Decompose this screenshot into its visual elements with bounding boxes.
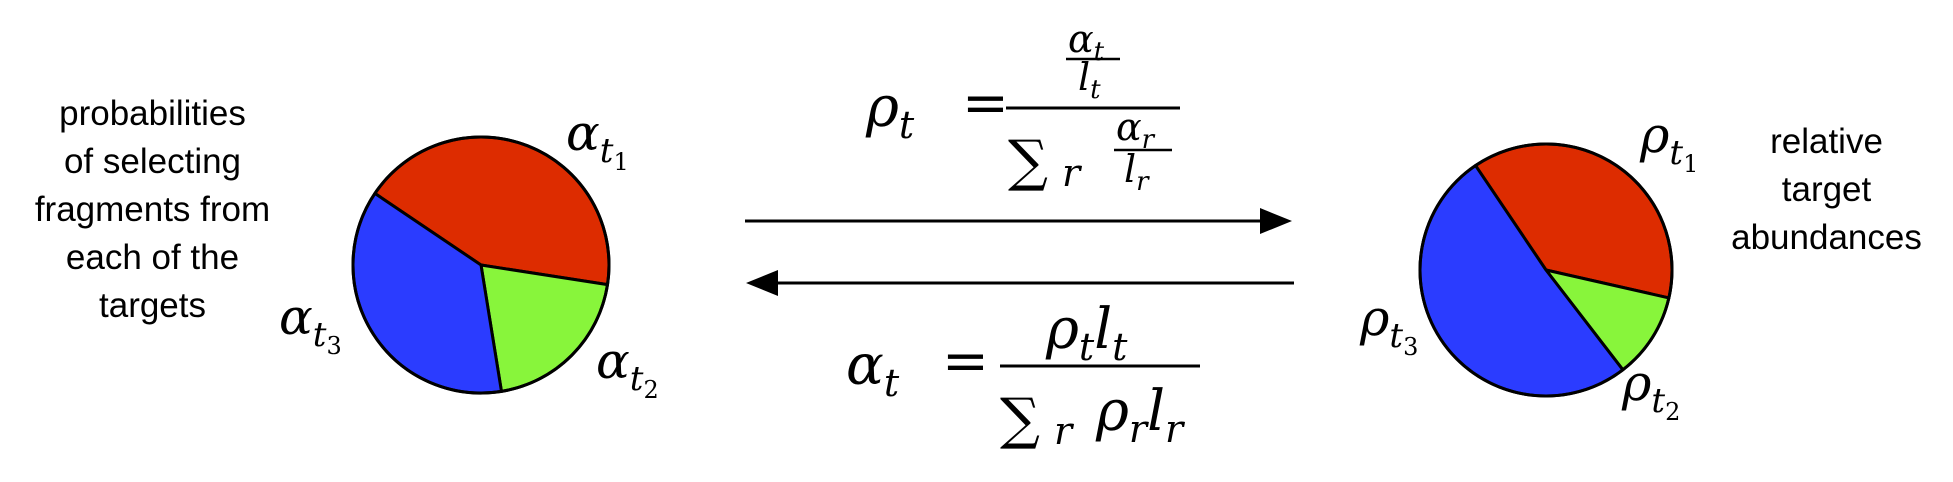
bottom-formula: αt = ρtlt ∑ r ρrlr — [846, 297, 1200, 453]
bottom-formula-equals: = — [942, 329, 989, 394]
left-pie-outline — [351, 135, 611, 395]
left-label-alpha-t3: αt3 — [279, 288, 342, 360]
left-caption-line-3: fragments from — [34, 190, 271, 229]
top-formula-den-bottom: lr — [1124, 147, 1150, 197]
bottom-formula-lhs: αt — [846, 333, 900, 405]
forward-arrowhead — [1260, 208, 1292, 234]
right-caption-line-1: relative — [1770, 122, 1883, 161]
top-formula-equals: = — [962, 71, 1009, 136]
bottom-formula-sum: ∑ — [1000, 387, 1040, 452]
right-caption-line-2: target — [1781, 170, 1872, 209]
right-caption: relative target abundances — [1700, 118, 1953, 262]
left-caption-line-2: of selecting — [63, 142, 242, 181]
right-label-rho-t3: ρt3 — [1359, 289, 1418, 361]
bottom-formula-sum-sub: r — [1054, 409, 1075, 453]
left-label-alpha-t1: αt1 — [566, 104, 629, 176]
top-formula-den-top: αr — [1116, 105, 1156, 155]
backward-arrowhead — [746, 270, 778, 296]
left-caption: probabilities of selecting fragments fro… — [0, 90, 305, 330]
right-pie-outline — [1418, 142, 1674, 398]
left-caption-line-4: each of the — [65, 238, 240, 277]
bottom-formula-numerator: ρtlt — [1045, 297, 1128, 369]
left-label-alpha-t2: αt2 — [596, 332, 659, 404]
left-pie-slice-t2 — [479, 263, 609, 393]
top-formula: ρt = αt lt ∑ r αr lr — [865, 17, 1180, 197]
top-formula-sum-sub: r — [1062, 151, 1083, 195]
left-caption-line-5: targets — [99, 286, 206, 325]
bottom-formula-denominator: ρrlr — [1095, 379, 1186, 451]
top-formula-num-bottom: lt — [1078, 55, 1101, 105]
right-label-rho-t2: ρt2 — [1621, 354, 1680, 426]
right-label-rho-t1: ρt1 — [1639, 106, 1698, 178]
top-formula-lhs: ρt — [865, 75, 915, 147]
right-caption-line-3: abundances — [1731, 218, 1922, 257]
left-pie-chart — [351, 135, 611, 395]
left-caption-line-1: probabilities — [59, 94, 246, 133]
right-pie-chart — [1418, 142, 1674, 398]
top-formula-num-top: αt — [1068, 17, 1105, 67]
top-formula-sum: ∑ — [1008, 129, 1048, 194]
